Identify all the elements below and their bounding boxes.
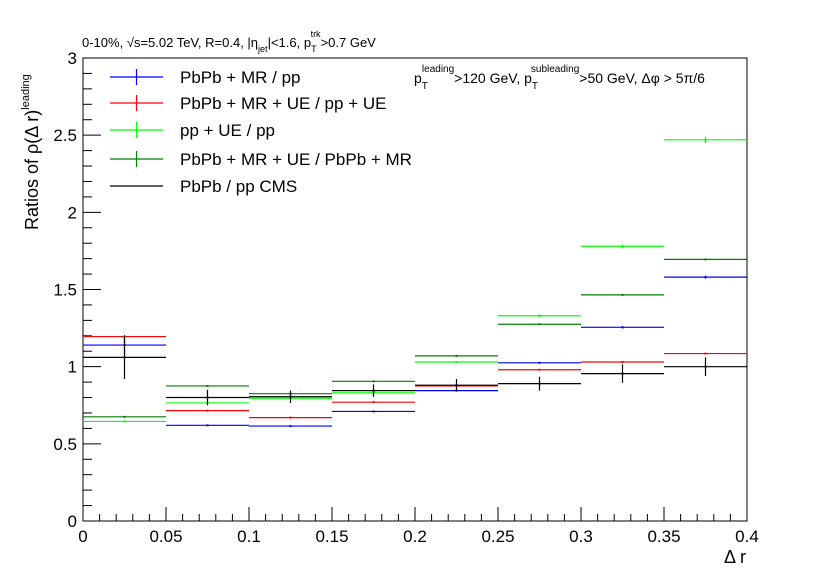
legend: PbPb + MR / pp PbPb + MR + UE / pp + UE pp…	[110, 68, 412, 196]
chart-title: 0-10%, √s=5.02 TeV, R=0.4, |ηjet|<1.6, p…	[82, 29, 376, 54]
data-point-marker	[704, 138, 707, 141]
y-tick-label: 0	[68, 512, 77, 531]
legend-label: PbPb + MR + UE / pp + UE	[180, 94, 386, 113]
y-tick-label: 3	[68, 49, 77, 68]
data-point-marker	[704, 365, 707, 368]
x-axis-label: Δ r	[724, 547, 746, 567]
data-point-marker	[206, 424, 209, 427]
y-tick-label: 1.5	[53, 281, 77, 300]
data-point-marker	[538, 323, 541, 326]
data-point-marker	[455, 384, 458, 387]
x-tick-label: 0.4	[735, 527, 759, 546]
legend-label: PbPb + MR / pp	[180, 68, 300, 87]
legend-label: PbPb / pp CMS	[180, 177, 297, 196]
y-tick-label: 1	[68, 358, 77, 377]
data-point-marker	[704, 352, 707, 355]
data-point-marker	[621, 245, 624, 248]
data-point-marker	[372, 380, 375, 383]
x-tick-label: 0.05	[149, 527, 182, 546]
y-tick-label: 2	[68, 203, 77, 222]
data-point-marker	[621, 293, 624, 296]
data-point-marker	[206, 384, 209, 387]
data-point-marker	[206, 396, 209, 399]
x-tick-label: 0.15	[315, 527, 348, 546]
data-point-marker	[123, 356, 126, 359]
legend-label: pp + UE / pp	[180, 121, 275, 140]
data-point-marker	[289, 395, 292, 398]
x-tick-label: 0.3	[569, 527, 593, 546]
x-tick-label: 0.35	[647, 527, 680, 546]
data-point-marker	[704, 258, 707, 261]
data-point-marker	[372, 401, 375, 404]
cuts-annotation: pTleading>120 GeV, pTsubleading>50 GeV, …	[414, 64, 705, 92]
data-point-marker	[455, 361, 458, 364]
data-point-marker	[455, 354, 458, 357]
data-point-marker	[538, 368, 541, 371]
x-tick-label: 0.25	[481, 527, 514, 546]
y-tick-label: 0.5	[53, 435, 77, 454]
data-point-marker	[704, 276, 707, 279]
data-point-marker	[206, 409, 209, 412]
y-tick-label: 2.5	[53, 126, 77, 145]
data-point-marker	[372, 410, 375, 413]
y-axis-label: Ratios of ρ(Δ r)leading	[20, 74, 42, 230]
data-point-marker	[621, 372, 624, 375]
axis-ticks: 0 0.05 0.1 0.15 0.2 0.25 0.3 0.35 0.4 0 0.5 1 1.5 2 2.…	[53, 49, 758, 546]
data-point-marker	[289, 416, 292, 419]
data-point-marker	[621, 361, 624, 364]
data-point-marker	[538, 361, 541, 364]
x-tick-label: 0	[78, 527, 87, 546]
series-2	[83, 335, 747, 419]
legend-label: PbPb + MR + UE / PbPb + MR	[180, 150, 412, 169]
data-point-marker	[538, 314, 541, 317]
data-point-marker	[123, 420, 126, 423]
data-series	[83, 136, 747, 428]
x-tick-label: 0.2	[403, 527, 427, 546]
data-point-marker	[538, 382, 541, 385]
data-point-marker	[289, 425, 292, 428]
data-point-marker	[621, 326, 624, 329]
x-tick-label: 0.1	[237, 527, 261, 546]
data-point-marker	[372, 389, 375, 392]
data-point-marker	[123, 415, 126, 418]
series-5	[83, 335, 747, 406]
